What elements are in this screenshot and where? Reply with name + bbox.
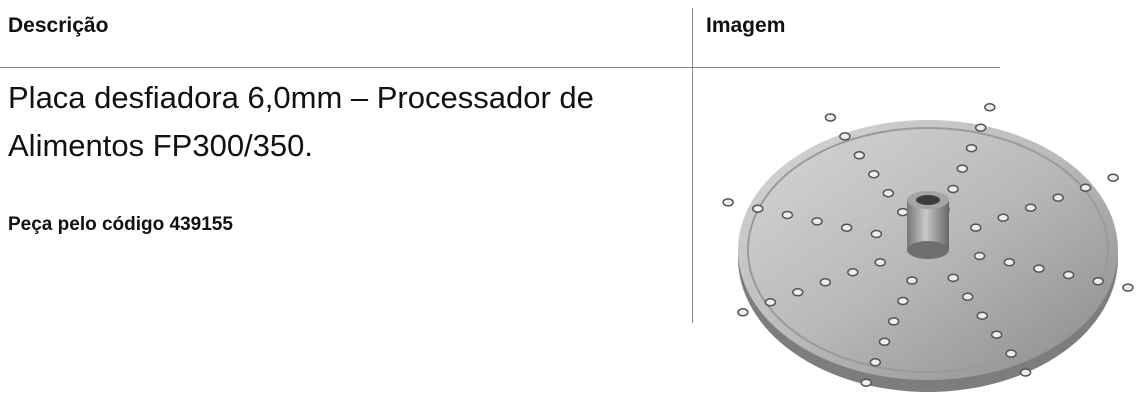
slot — [752, 204, 764, 213]
disc-edge — [747, 127, 1109, 373]
slot — [811, 217, 823, 226]
slot — [824, 113, 837, 122]
slot — [792, 288, 804, 297]
slot — [860, 378, 872, 387]
slot — [961, 292, 974, 302]
slot — [1092, 277, 1104, 286]
part-code: Peça pelo código 439155 — [8, 214, 233, 235]
column-header: Imagem — [706, 14, 786, 37]
hub-hole — [916, 195, 940, 205]
slots — [722, 103, 1134, 387]
column-header: Descrição — [8, 14, 109, 37]
slot — [1024, 203, 1037, 212]
slot — [1052, 193, 1064, 202]
slot — [970, 223, 982, 232]
slot — [737, 308, 749, 317]
slot — [853, 151, 866, 160]
slot — [897, 296, 909, 306]
row-divider — [0, 67, 1000, 68]
slot — [906, 276, 918, 285]
slot — [869, 358, 882, 367]
slot — [1107, 173, 1119, 182]
slot — [1033, 264, 1045, 273]
slot — [976, 311, 988, 320]
slot — [870, 229, 883, 239]
slot — [947, 273, 959, 283]
slot — [868, 170, 880, 179]
hub-base — [907, 241, 949, 259]
slot — [819, 278, 832, 287]
slot — [984, 103, 996, 112]
slot — [947, 184, 959, 194]
slot — [1003, 258, 1016, 267]
slot — [973, 251, 986, 261]
slot — [897, 207, 909, 217]
slot — [1122, 283, 1134, 292]
slot — [990, 330, 1003, 339]
slot — [997, 213, 1009, 222]
slot — [847, 268, 859, 277]
description: Placa desfiadora 6,0mm – Processador de … — [8, 80, 594, 163]
slot — [882, 188, 895, 198]
slot — [781, 210, 794, 220]
slot — [878, 337, 891, 347]
slot — [965, 143, 978, 153]
slot — [1079, 183, 1092, 192]
slot — [887, 317, 900, 326]
slot — [1005, 349, 1017, 358]
slot — [764, 298, 777, 307]
slot — [840, 223, 853, 232]
slot — [956, 164, 969, 173]
slot — [722, 198, 734, 207]
slot — [1062, 270, 1075, 280]
slot — [874, 258, 886, 267]
column-divider — [692, 8, 693, 323]
slot — [1019, 368, 1032, 377]
slot — [974, 123, 987, 132]
slot — [839, 132, 851, 141]
